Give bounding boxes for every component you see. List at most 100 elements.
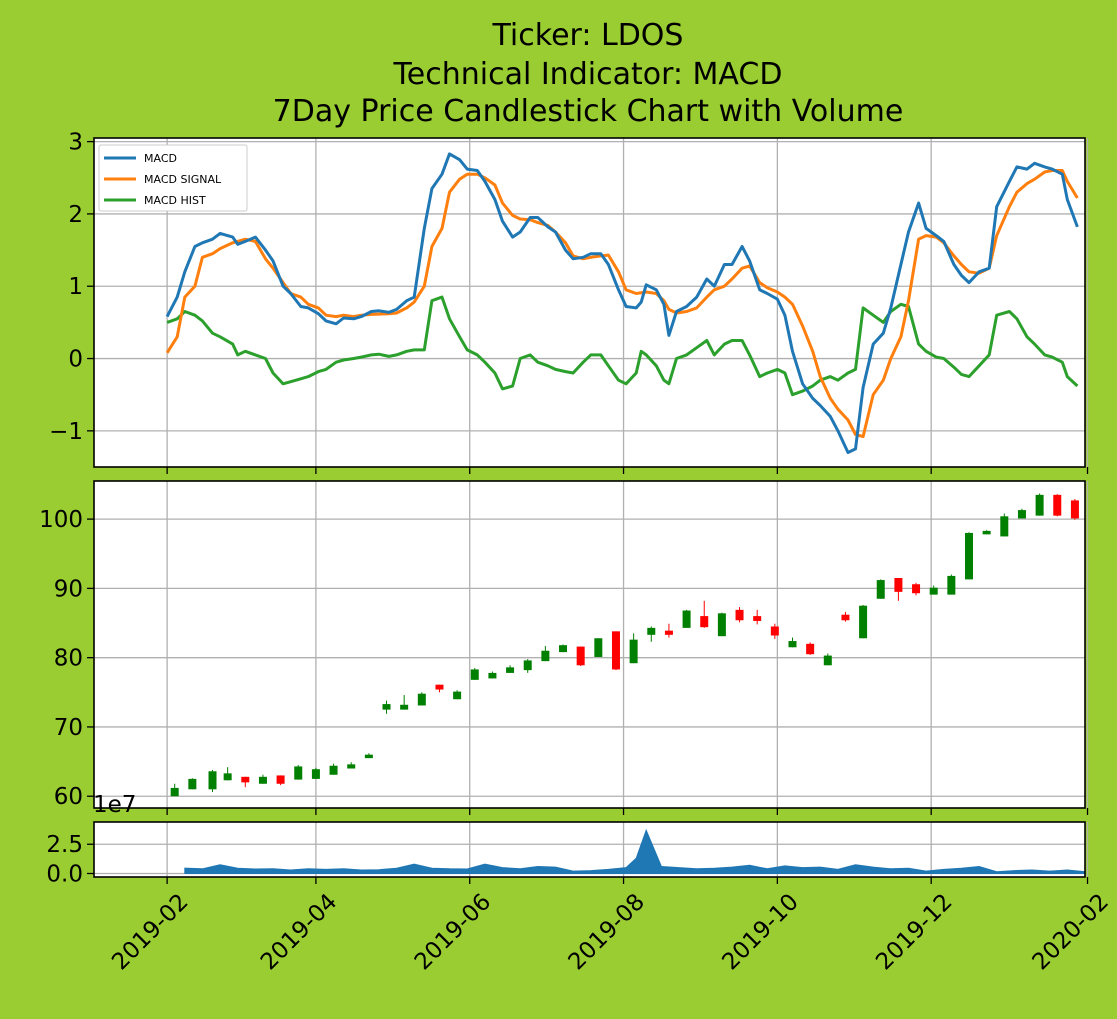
price-ytick-label-4: 100 — [39, 507, 83, 533]
candle-body — [435, 684, 444, 690]
candle — [841, 611, 850, 622]
volume-ytick-label-0: 0.0 — [46, 861, 83, 887]
price-axes-background — [94, 481, 1085, 808]
candle-body — [506, 667, 515, 673]
candle — [647, 626, 656, 642]
price-axes-frame — [93, 480, 1086, 809]
macd-line — [165, 152, 1079, 454]
candle — [806, 642, 815, 655]
candle — [859, 605, 868, 639]
candle — [929, 585, 938, 595]
volume-ytick-label-1: 2.5 — [46, 832, 83, 858]
candle — [629, 633, 638, 664]
candle — [664, 623, 673, 638]
candle-body — [329, 765, 338, 775]
candle-body — [294, 766, 303, 780]
candle-body — [823, 655, 832, 666]
candle-body — [841, 614, 850, 621]
candle — [894, 577, 903, 601]
candle-body — [1017, 510, 1026, 519]
candle-body — [382, 704, 391, 710]
candle — [400, 695, 409, 710]
price-ytick-label-3: 90 — [54, 576, 83, 602]
candle — [770, 623, 779, 639]
candle-body — [753, 616, 762, 621]
candle — [382, 700, 391, 714]
candle-body — [364, 754, 373, 759]
candle-body — [982, 530, 991, 535]
candle — [1000, 513, 1009, 537]
candle — [982, 530, 991, 535]
candle — [417, 692, 426, 706]
candle-body — [258, 776, 267, 784]
candle — [1035, 493, 1044, 516]
candle — [541, 645, 550, 662]
candle-body — [735, 609, 744, 621]
macd-ytick-label-0: −1 — [49, 419, 83, 445]
candle-body — [311, 769, 320, 779]
candle — [700, 600, 709, 628]
candle-body — [223, 773, 232, 781]
candle — [258, 774, 267, 784]
candle — [717, 612, 726, 637]
candle — [788, 637, 797, 648]
macd-ytick-label-1: 0 — [68, 347, 83, 373]
candle-body — [929, 587, 938, 595]
candle — [364, 753, 373, 759]
candle-body — [647, 627, 656, 635]
volume-offset-label: 1e7 — [93, 792, 136, 818]
macd-ytick-label-2: 1 — [68, 274, 83, 300]
candle-body — [276, 775, 285, 784]
candle — [170, 783, 179, 797]
chart-title-line-2: Technical Indicator: MACD — [393, 57, 783, 92]
candle — [329, 763, 338, 775]
candle-body — [594, 638, 603, 657]
candle-body — [1000, 516, 1009, 537]
macd-hist-line — [166, 295, 1079, 397]
volume-axes-frame — [93, 821, 1086, 878]
candle — [823, 653, 832, 666]
candle-body — [347, 764, 356, 769]
candle — [294, 765, 303, 780]
candle-body — [770, 626, 779, 636]
candle-body — [470, 669, 479, 680]
candle-body — [682, 610, 691, 628]
candle-body — [894, 577, 903, 592]
volume-area — [184, 828, 1086, 874]
candle — [1053, 494, 1062, 517]
candle-body — [523, 660, 532, 671]
candle — [611, 631, 620, 671]
candle-body — [488, 672, 497, 679]
chart-title-line-3: 7Day Price Candlestick Chart with Volume — [273, 94, 904, 129]
candle-body — [559, 645, 568, 653]
candle — [276, 775, 285, 786]
candle-body — [806, 643, 815, 655]
price-ytick-label-2: 80 — [54, 646, 83, 672]
candle — [435, 684, 444, 693]
candle — [559, 644, 568, 653]
price-ytick-label-1: 70 — [54, 715, 83, 741]
candle-body — [611, 631, 620, 670]
candle-body — [1035, 494, 1044, 516]
chart-title-line-1: Ticker: LDOS — [492, 18, 684, 53]
candle-body — [700, 616, 709, 628]
candle-body — [965, 532, 974, 580]
legend-label-hist: MACD HIST — [144, 194, 206, 207]
candle-body — [170, 787, 179, 797]
candle-body — [629, 639, 638, 664]
candle — [912, 582, 921, 596]
price-ytick-label-0: 60 — [54, 784, 83, 810]
candle — [311, 767, 320, 779]
candle — [506, 665, 515, 673]
candle — [188, 778, 197, 790]
candle — [576, 646, 585, 666]
candle-body — [453, 691, 462, 700]
candle-body — [912, 584, 921, 594]
candle — [470, 668, 479, 680]
candle-body — [788, 641, 797, 648]
candle-body — [664, 630, 673, 635]
candle — [453, 690, 462, 700]
candle — [682, 609, 691, 628]
macd-ytick-label-3: 2 — [68, 202, 83, 228]
candle-body — [417, 693, 426, 706]
